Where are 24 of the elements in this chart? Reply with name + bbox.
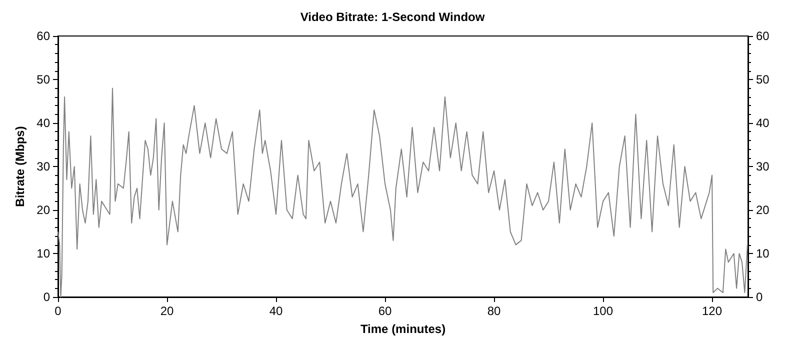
x-tick-label: 40 [269,304,284,318]
y-tick-label: 20 [36,203,50,217]
y2-tick-label: 50 [756,72,770,86]
y-tick-label: 60 [36,29,50,43]
x-tick-label: 120 [702,304,722,318]
y-axis-title: Bitrate (Mbps) [12,126,27,207]
x-tick-label: 60 [378,304,392,318]
y-tick-label: 50 [36,72,50,86]
y-tick-label: 30 [36,160,50,174]
x-tick-label: 80 [487,304,502,318]
y2-tick-label: 10 [756,246,770,260]
x-tick-label: 100 [593,304,614,318]
y2-tick-label: 60 [756,29,770,43]
x-tick-label: 20 [160,304,174,318]
y2-tick-label: 20 [756,203,770,217]
y2-tick-label: 30 [756,160,770,174]
y-tick-label: 10 [36,246,50,260]
y2-tick-label: 0 [756,290,763,304]
y2-tick-label: 40 [756,116,770,130]
chart-title: Video Bitrate: 1-Second Window [300,10,486,24]
y-tick-label: 0 [43,290,50,304]
x-tick-label: 0 [54,304,62,318]
y-tick-label: 40 [36,116,50,130]
x-axis-title: Time (minutes) [360,322,446,336]
